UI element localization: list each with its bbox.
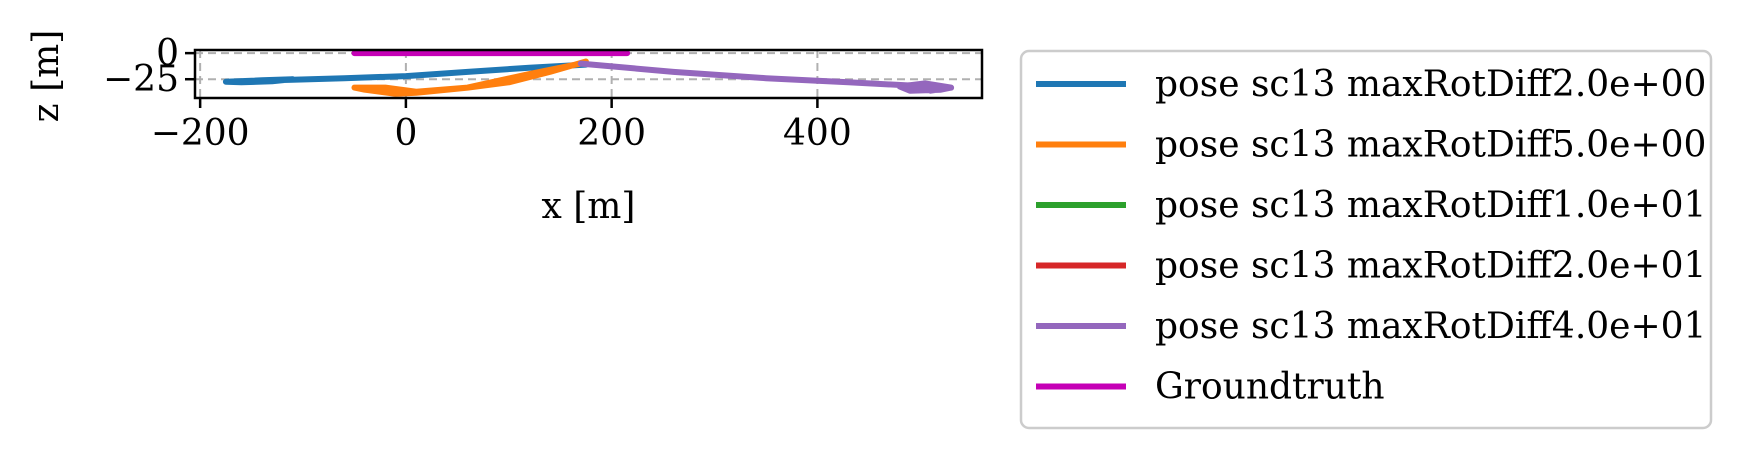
x-tick-label-3: 400 <box>783 113 852 154</box>
y-tick-label-0: 0 <box>156 33 179 74</box>
series-lines <box>222 50 955 97</box>
series-line-4 <box>577 60 955 94</box>
legend-label-1: pose sc13 maxRotDiff5.0e+00 <box>1155 125 1706 166</box>
legend-label-4: pose sc13 maxRotDiff4.0e+01 <box>1155 306 1706 347</box>
series-line-0 <box>222 61 589 86</box>
x-tick-label-2: 200 <box>577 113 646 154</box>
y-tick-label-1: −25 <box>103 59 179 100</box>
legend-frame <box>1019 49 1713 430</box>
plot-frame <box>193 48 984 100</box>
legend-label-2: pose sc13 maxRotDiff1.0e+01 <box>1155 185 1706 226</box>
y-axis-label: z [m] <box>26 30 67 123</box>
x-tick-label-0: −200 <box>151 113 250 154</box>
legend-label-5: Groundtruth <box>1155 367 1385 408</box>
legend-label-0: pose sc13 maxRotDiff2.0e+00 <box>1155 64 1706 105</box>
legend-label-3: pose sc13 maxRotDiff2.0e+01 <box>1155 246 1706 287</box>
x-tick-label-1: 0 <box>394 113 417 154</box>
series-line-1 <box>351 58 589 97</box>
x-axis-label: x [m] <box>542 186 636 227</box>
legend: pose sc13 maxRotDiff2.0e+00 pose sc13 max… <box>1019 49 1713 430</box>
grid <box>195 50 982 98</box>
